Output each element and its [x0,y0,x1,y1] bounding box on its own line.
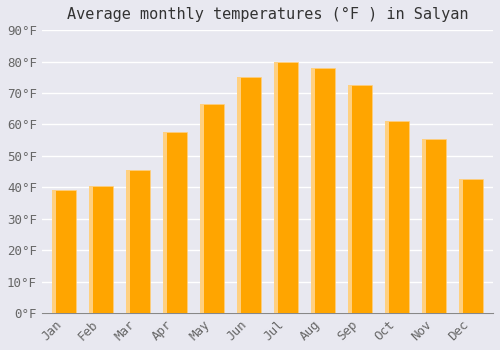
Bar [126,170,150,313]
Title: Average monthly temperatures (°F ) in Salyan: Average monthly temperatures (°F ) in Sa… [66,7,468,22]
Bar [422,139,446,313]
Bar [385,121,389,313]
Bar [385,121,409,313]
Bar [348,85,352,313]
Bar [237,77,261,313]
Bar [274,62,278,313]
Bar [459,180,463,313]
Bar [52,190,76,313]
Bar [348,85,372,313]
Bar [89,186,94,313]
Bar [52,190,56,313]
Bar [237,77,241,313]
Bar [459,180,483,313]
Bar [422,139,426,313]
Bar [200,104,224,313]
Bar [89,186,113,313]
Bar [311,68,315,313]
Bar [274,62,298,313]
Bar [200,104,204,313]
Bar [311,68,335,313]
Bar [163,132,187,313]
Bar [126,170,130,313]
Bar [163,132,168,313]
